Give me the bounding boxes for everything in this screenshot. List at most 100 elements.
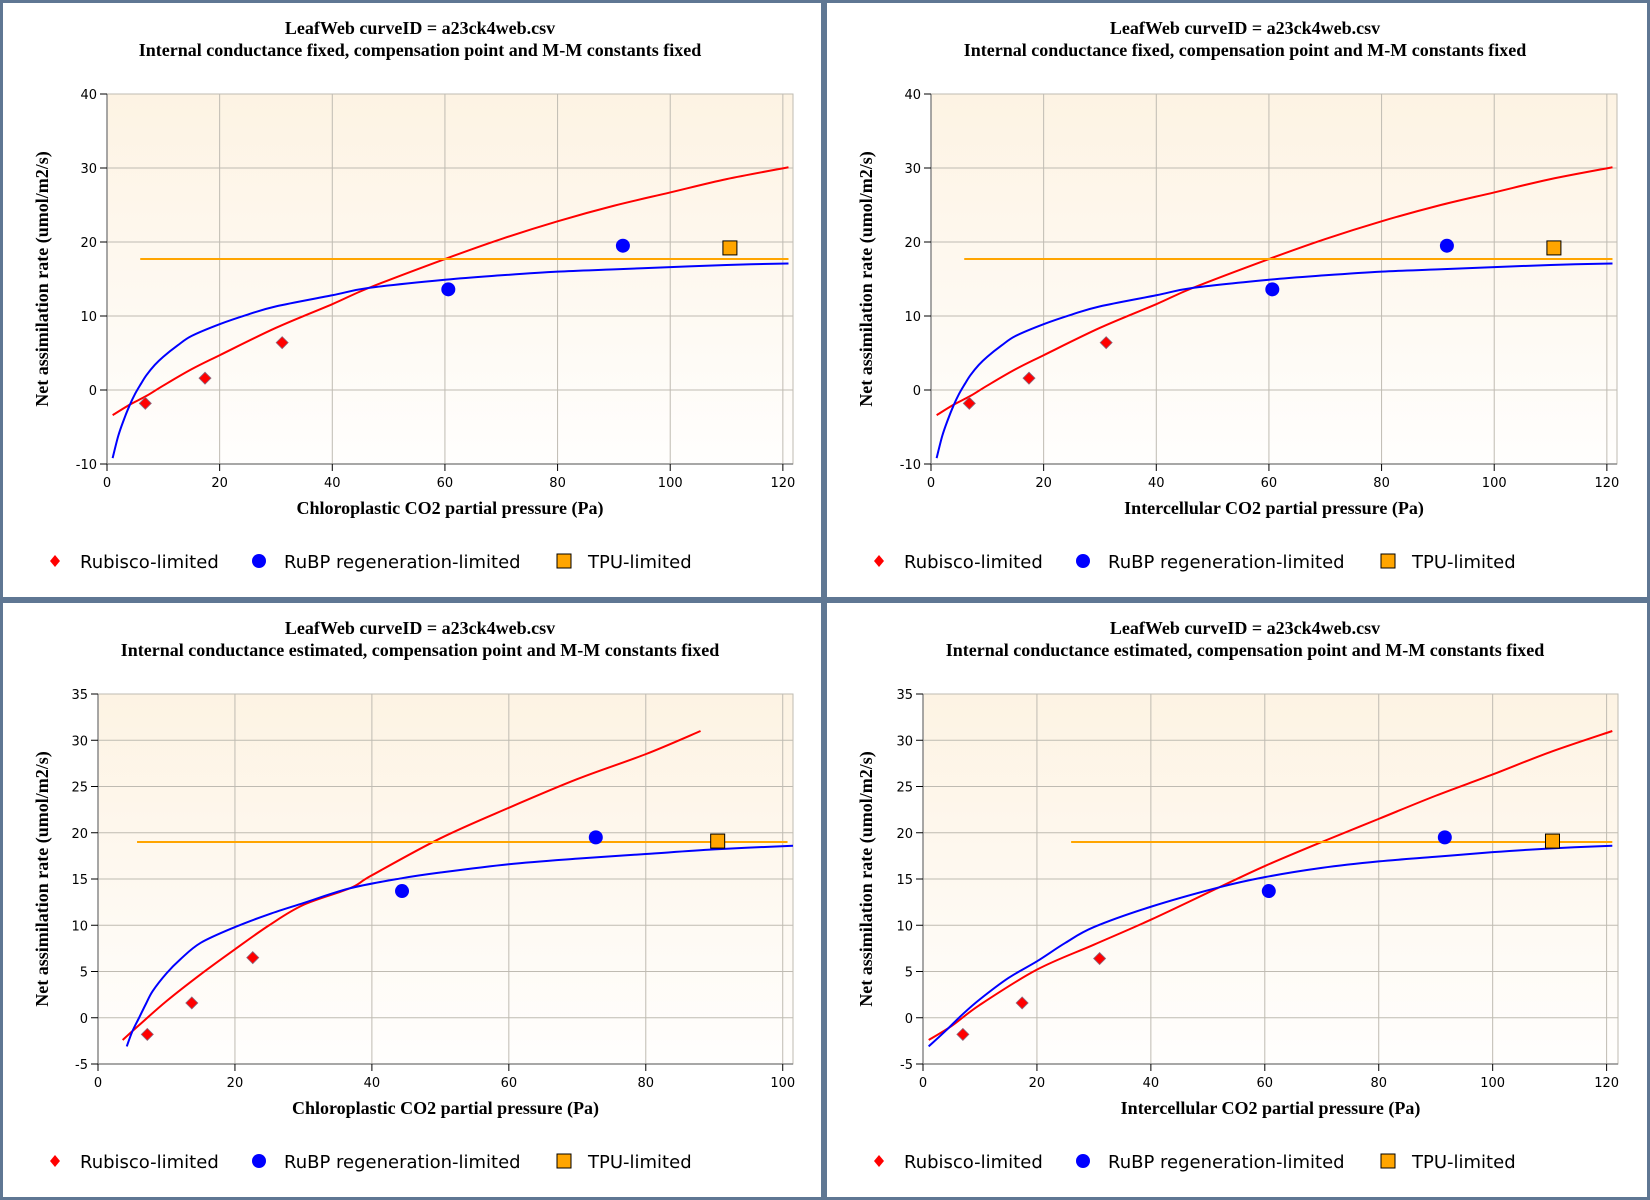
- legend-square-icon: [556, 553, 572, 569]
- rubisco-point: [962, 396, 976, 410]
- chart-svg: LeafWeb curveID = a23ck4web.csvInternal …: [856, 18, 1619, 573]
- rubisco-point: [275, 336, 289, 350]
- legend-circle-icon: [252, 554, 266, 568]
- x-tick-label: 120: [770, 476, 795, 491]
- y-tick-label: 35: [71, 688, 88, 703]
- x-tick-label: 40: [364, 1076, 381, 1091]
- y-tick-label: 0: [913, 384, 921, 399]
- x-tick-label: 40: [1148, 476, 1165, 491]
- legend-tpu-label: TPU-limited: [587, 1152, 692, 1173]
- legend: Rubisco-limited RuBP regeneration-limited…: [50, 552, 692, 573]
- x-tick-label: 0: [103, 476, 111, 491]
- y-tick-label: -10: [900, 458, 921, 473]
- y-tick-label: 40: [80, 88, 97, 103]
- rubp-fit-line: [935, 262, 1613, 459]
- legend: Rubisco-limited RuBP regeneration-limited…: [874, 1152, 1516, 1173]
- x-tick-label: 80: [1370, 1076, 1387, 1091]
- y-tick-label: 40: [904, 88, 921, 103]
- rubisco-point: [246, 951, 260, 965]
- rubisco-point: [1093, 951, 1107, 966]
- x-tick-label: 20: [1029, 1076, 1046, 1091]
- y-tick-label: 0: [89, 384, 97, 399]
- legend-square-icon: [556, 1153, 572, 1169]
- rubp-point: [395, 884, 410, 899]
- x-tick-label: 60: [437, 476, 454, 491]
- y-axis-label: Net assimilation rate (umol/m2/s): [856, 751, 877, 1006]
- legend-diamond-icon: [50, 1155, 60, 1167]
- legend-rubisco-label: Rubisco-limited: [80, 1152, 219, 1173]
- legend-circle-icon: [1076, 1154, 1090, 1168]
- chart-title: LeafWeb curveID = a23ck4web.csv: [285, 18, 555, 38]
- rubisco-point: [1099, 336, 1113, 350]
- legend-tpu-label: TPU-limited: [1411, 552, 1516, 573]
- y-tick-label: 10: [904, 310, 921, 325]
- x-tick-label: 0: [94, 1076, 102, 1091]
- legend-rubp-label: RuBP regeneration-limited: [1108, 552, 1345, 573]
- y-tick-label: -5: [900, 1058, 913, 1073]
- x-tick-label: 100: [658, 476, 683, 491]
- chart-subtitle: Internal conductance fixed, compensation…: [964, 40, 1527, 60]
- rubisco-point: [1015, 996, 1029, 1010]
- rubisco-fit-line: [928, 730, 1613, 1041]
- chart-subtitle: Internal conductance estimated, compensa…: [946, 640, 1545, 660]
- rubp-point: [1439, 238, 1454, 253]
- y-tick-label: 30: [904, 162, 921, 177]
- chart-title: LeafWeb curveID = a23ck4web.csv: [1110, 18, 1380, 38]
- legend-square-icon: [1380, 1153, 1396, 1169]
- legend-square-icon: [1380, 553, 1396, 569]
- chart-title: LeafWeb curveID = a23ck4web.csv: [285, 618, 555, 638]
- x-axis-label: Chloroplastic CO2 partial pressure (Pa): [297, 498, 604, 519]
- x-tick-label: 120: [1594, 476, 1619, 491]
- legend-circle-icon: [1076, 554, 1090, 568]
- rubisco-point: [138, 396, 152, 410]
- x-tick-label: 80: [638, 1076, 655, 1091]
- y-axis-label: Net assimilation rate (umol/m2/s): [856, 151, 877, 406]
- x-tick-label: 80: [549, 476, 566, 491]
- legend-tpu-label: TPU-limited: [1411, 1152, 1516, 1173]
- rubp-point: [1261, 884, 1276, 899]
- x-tick-label: 120: [1594, 1076, 1619, 1091]
- chart-subtitle: Internal conductance fixed, compensation…: [139, 40, 702, 60]
- legend-diamond-icon: [874, 1155, 884, 1167]
- legend-rubp-label: RuBP regeneration-limited: [284, 552, 521, 573]
- y-tick-label: -10: [76, 458, 97, 473]
- y-tick-label: 15: [896, 873, 913, 888]
- rubisco-point: [140, 1027, 154, 1041]
- y-tick-label: 25: [896, 781, 913, 796]
- y-tick-label: 10: [80, 310, 97, 325]
- legend-circle-icon: [252, 1154, 266, 1168]
- rubp-fit-line: [111, 262, 789, 459]
- chart-subtitle: Internal conductance estimated, compensa…: [121, 640, 720, 660]
- x-tick-label: 20: [211, 476, 228, 491]
- x-tick-label: 100: [1482, 476, 1507, 491]
- rubp-point: [588, 830, 603, 845]
- rubisco-point: [198, 371, 212, 385]
- legend-rubisco-label: Rubisco-limited: [904, 552, 1043, 573]
- chart-title: LeafWeb curveID = a23ck4web.csv: [1110, 618, 1380, 638]
- chart-svg: LeafWeb curveID = a23ck4web.csvInternal …: [856, 618, 1619, 1173]
- x-tick-label: 40: [1143, 1076, 1160, 1091]
- chart-panel-bottom-left: LeafWeb curveID = a23ck4web.csv Internal …: [3, 603, 821, 1197]
- chart-panel-top-right: LeafWeb curveID = a23ck4web.csv Internal …: [827, 3, 1647, 597]
- y-tick-label: 5: [80, 966, 88, 981]
- rubisco-point: [185, 996, 199, 1010]
- rubisco-fit-line: [936, 166, 1613, 417]
- y-tick-label: 20: [71, 827, 88, 842]
- rubisco-point: [956, 1027, 970, 1041]
- rubp-point: [1265, 282, 1280, 297]
- legend-rubp-label: RuBP regeneration-limited: [284, 1152, 521, 1173]
- tpu-point: [1546, 240, 1562, 256]
- x-tick-label: 0: [919, 1076, 927, 1091]
- y-tick-label: 0: [80, 1012, 88, 1027]
- chart-panel-top-left: LeafWeb curveID = a23ck4web.csv Internal …: [3, 3, 821, 597]
- x-tick-label: 100: [1480, 1076, 1505, 1091]
- x-tick-label: 0: [927, 476, 935, 491]
- y-tick-label: 30: [80, 162, 97, 177]
- y-tick-label: 10: [71, 919, 88, 934]
- y-axis-label: Net assimilation rate (umol/m2/s): [32, 151, 53, 406]
- x-tick-label: 60: [1261, 476, 1278, 491]
- y-axis-label: Net assimilation rate (umol/m2/s): [32, 751, 53, 1006]
- tpu-point: [1544, 833, 1560, 849]
- tpu-point: [722, 240, 738, 256]
- legend-rubisco-label: Rubisco-limited: [904, 1152, 1043, 1173]
